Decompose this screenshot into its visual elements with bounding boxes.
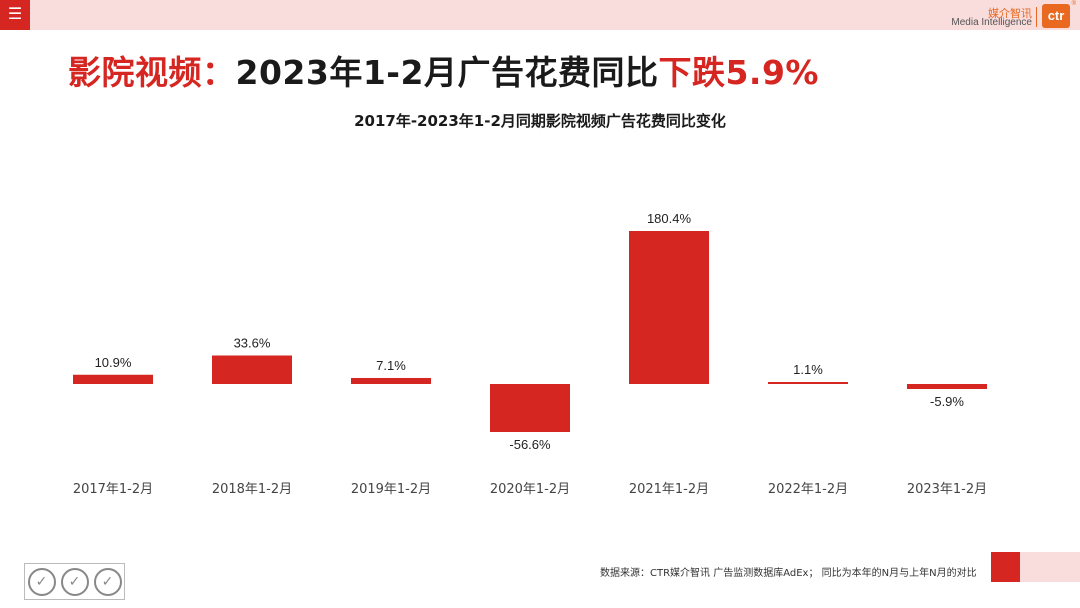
corner-decoration-red bbox=[991, 552, 1021, 582]
bar-3 bbox=[351, 377, 431, 384]
data-label-4: -56.6% bbox=[509, 437, 551, 452]
sgs-certification bbox=[24, 563, 125, 600]
logo-divider bbox=[1036, 7, 1037, 27]
data-label-3: 7.1% bbox=[376, 358, 406, 373]
sgs-badge-icon bbox=[93, 567, 122, 596]
title-highlight: 下跌5.9% bbox=[658, 53, 819, 92]
bar-5 bbox=[629, 231, 709, 384]
logo-chinese: 媒介智讯 bbox=[988, 7, 1032, 20]
top-bar bbox=[0, 0, 1080, 30]
data-label-5: 180.4% bbox=[647, 211, 692, 226]
title-middle: 2023年1-2月广告花费同比 bbox=[235, 53, 659, 92]
sgs-badge-icon bbox=[60, 567, 89, 596]
bar-7 bbox=[907, 384, 987, 390]
sgs-badge-icon bbox=[27, 567, 56, 596]
category-label-5: 2021年1-2月 bbox=[629, 482, 709, 497]
page-title: 影院视频：2023年1-2月广告花费同比下跌5.9% bbox=[68, 46, 819, 94]
data-label-1: 10.9% bbox=[95, 355, 132, 370]
corner-decoration-light bbox=[1020, 552, 1080, 582]
logo-registered-mark: ® bbox=[1071, 1, 1076, 7]
category-label-1: 2017年1-2月 bbox=[73, 482, 153, 497]
data-source-note: 数据来源：CTR媒介智讯 广告监测数据库AdEx； 同比为本年的N月与上年N月的… bbox=[600, 568, 977, 579]
ctr-logo: ctr bbox=[1042, 4, 1070, 28]
data-label-2: 33.6% bbox=[234, 336, 271, 351]
bar-4 bbox=[490, 384, 570, 433]
category-label-6: 2022年1-2月 bbox=[768, 482, 848, 497]
bar-2 bbox=[212, 355, 292, 384]
data-label-7: -5.9% bbox=[930, 394, 964, 409]
category-label-4: 2020年1-2月 bbox=[490, 482, 570, 497]
logo-english: Media Intelligence bbox=[951, 17, 1032, 28]
menu-button[interactable]: ☰ bbox=[0, 0, 30, 30]
bar-1 bbox=[73, 374, 153, 384]
data-label-6: 1.1% bbox=[793, 362, 823, 377]
title-prefix: 影院视频： bbox=[68, 53, 236, 92]
bar-6 bbox=[768, 382, 848, 384]
category-label-2: 2018年1-2月 bbox=[212, 482, 292, 497]
category-label-7: 2023年1-2月 bbox=[907, 482, 987, 497]
category-label-3: 2019年1-2月 bbox=[351, 482, 431, 497]
chart-title: 2017年-2023年1-2月同期影院视频广告花费同比变化 bbox=[354, 112, 726, 130]
menu-icon: ☰ bbox=[7, 6, 23, 23]
